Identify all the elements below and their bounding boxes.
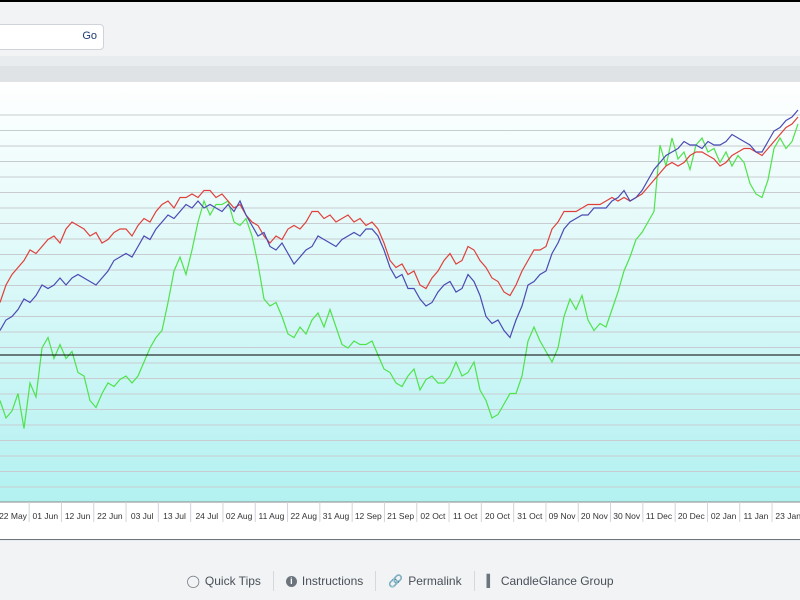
permalink-label: Permalink xyxy=(408,574,462,588)
bar-icon: ▍ xyxy=(486,574,496,588)
x-tick-label: 30 Nov xyxy=(613,511,641,521)
x-tick-label: 20 Nov xyxy=(581,511,609,521)
x-tick-label: 02 Oct xyxy=(420,511,446,521)
go-button[interactable]: Go xyxy=(82,30,97,42)
x-tick-label: 20 Oct xyxy=(485,511,511,521)
link-icon: 🔗 xyxy=(388,574,404,588)
x-tick-label: 12 Sep xyxy=(355,511,382,521)
candleglance-group-label: CandleGlance Group xyxy=(500,574,614,588)
top-toolbar: Go xyxy=(0,2,800,56)
x-tick-label: 11 Aug xyxy=(258,511,284,521)
plot-background xyxy=(0,82,800,502)
chart-panel-header xyxy=(0,66,800,82)
panel-divider xyxy=(0,539,800,540)
gridlines xyxy=(0,114,800,488)
quick-tips-link[interactable]: ◯ Quick Tips xyxy=(174,574,272,588)
x-axis: 22 May 01 Jun 12 Jun 22 Jun 03 Jul 13 Jul 24 J… xyxy=(0,501,800,522)
instructions-link[interactable]: i Instructions xyxy=(274,574,375,588)
red-series-line xyxy=(0,116,799,303)
permalink-link[interactable]: 🔗 Permalink xyxy=(376,574,473,588)
x-tick-label: 09 Nov xyxy=(549,511,577,521)
x-tick-label: 11 Dec xyxy=(646,511,673,521)
x-tick-label: 31 Aug xyxy=(323,511,350,521)
x-tick-label: 24 Jul xyxy=(195,511,218,521)
x-tick-label: 03 Jul xyxy=(131,511,154,521)
x-tick-label: 01 Jun xyxy=(33,511,59,521)
performance-chart: 22 May 01 Jun 12 Jun 22 Jun 03 Jul 13 Jul 24 J… xyxy=(0,82,800,522)
x-tick-label: 22 Aug xyxy=(290,511,317,521)
chart-panel: 22 May 01 Jun 12 Jun 22 Jun 03 Jul 13 Jul 24 J… xyxy=(0,82,800,540)
x-tick-label: 21 Sep xyxy=(387,511,414,521)
x-tick-label: 23 Jan xyxy=(775,511,800,521)
x-tick-label: 20 Dec xyxy=(678,511,706,521)
blue-series-line xyxy=(0,109,799,339)
x-tick-label: 02 Jan xyxy=(711,511,737,521)
symbol-search-input[interactable]: Go xyxy=(0,24,104,50)
footer-separator xyxy=(473,571,475,591)
window-top-border xyxy=(0,0,800,2)
info-icon: i xyxy=(285,575,297,587)
footer-links: ◯ Quick Tips i Instructions 🔗 Permalink … xyxy=(0,571,800,591)
green-series-line xyxy=(0,123,799,429)
series-lines xyxy=(0,109,800,429)
instructions-label: Instructions xyxy=(301,574,364,588)
x-tick-label: 11 Jan xyxy=(743,511,768,521)
candleglance-group-link[interactable]: ▍ CandleGlance Group xyxy=(475,574,626,588)
x-tick-label: 11 Oct xyxy=(453,511,478,521)
footer: ◯ Quick Tips i Instructions 🔗 Permalink … xyxy=(0,541,800,600)
x-tick-label: 22 Jun xyxy=(97,511,123,521)
x-tick-label: 13 Jul xyxy=(163,511,186,521)
x-tick-label: 31 Oct xyxy=(517,511,543,521)
quick-tips-label: Quick Tips xyxy=(204,574,261,588)
footer-separator xyxy=(375,571,377,591)
x-tick-label: 22 May xyxy=(0,511,28,521)
x-tick-label: 12 Jun xyxy=(65,511,91,521)
x-tick-label: 02 Aug xyxy=(226,511,253,521)
footer-separator xyxy=(272,571,274,591)
lightbulb-icon: ◯ xyxy=(186,574,200,588)
